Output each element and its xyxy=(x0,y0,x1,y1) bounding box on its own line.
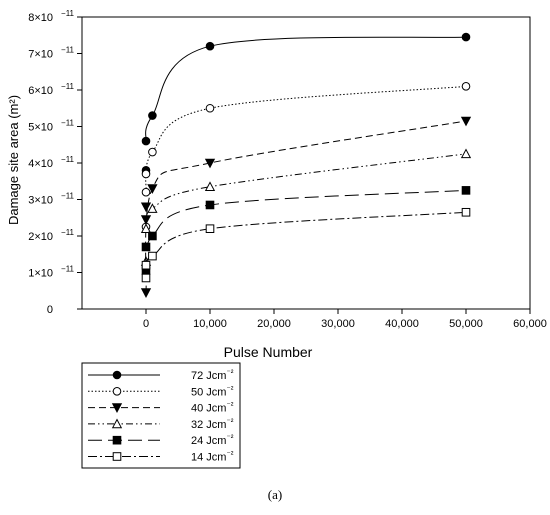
legend-entry: 24 Jcm⁻² xyxy=(88,433,234,447)
y-tick-exponent: −11 xyxy=(61,265,75,274)
data-point xyxy=(461,82,471,91)
series-layer xyxy=(140,32,472,298)
y-axis-label: Damage site area (m²) xyxy=(6,95,21,225)
legend-label: 24 Jcm⁻² xyxy=(191,433,234,447)
y-tick-label: 7×10 xyxy=(28,49,53,61)
data-point xyxy=(147,203,158,213)
series xyxy=(141,207,471,283)
axes xyxy=(77,16,531,314)
data-point xyxy=(148,251,157,261)
legend-label: 32 Jcm⁻² xyxy=(191,417,234,431)
data-point xyxy=(141,260,151,270)
data-point xyxy=(141,273,151,283)
data-point xyxy=(205,103,215,113)
data-point xyxy=(461,207,471,217)
series-line xyxy=(145,36,467,142)
data-point xyxy=(148,147,157,157)
y-tick-exponent: −11 xyxy=(61,155,75,164)
data-point xyxy=(148,231,157,241)
series-line xyxy=(145,189,467,271)
series-line xyxy=(145,153,467,229)
legend-entry: 72 Jcm⁻² xyxy=(88,368,234,382)
legend-label: 14 Jcm⁻² xyxy=(191,450,234,464)
figure-caption: (a) xyxy=(267,487,283,502)
legend-label: 50 Jcm⁻² xyxy=(191,384,234,398)
y-tick-exponent: −11 xyxy=(61,46,75,55)
x-tick-label: 10,000 xyxy=(193,318,227,330)
legend-marker xyxy=(112,370,122,380)
data-point xyxy=(461,186,471,195)
y-tick-exponent: −11 xyxy=(61,9,75,18)
data-point xyxy=(140,202,152,213)
data-point xyxy=(460,148,472,159)
x-axis-label: Pulse Number xyxy=(224,344,313,360)
y-tick-exponent: −11 xyxy=(61,192,75,201)
series xyxy=(140,116,472,298)
data-point xyxy=(141,187,151,197)
legend-label: 72 Jcm⁻² xyxy=(191,368,234,382)
y-tick-label: 6×10 xyxy=(28,85,53,97)
data-point xyxy=(461,32,471,42)
data-point xyxy=(140,215,152,225)
legend-entry: 40 Jcm⁻² xyxy=(88,401,234,415)
series-line xyxy=(145,120,467,293)
series-line xyxy=(145,85,467,193)
x-tick-label: 20,000 xyxy=(257,318,291,330)
data-point xyxy=(140,288,152,298)
y-tick-label: 4×10 xyxy=(28,158,53,170)
data-point xyxy=(205,41,215,51)
data-point xyxy=(204,181,216,192)
tick-labels: 0 10,000 20,000 30,000 40,000 50,000 60,000 0 1×… xyxy=(28,9,547,330)
y-tick-label: 8×10 xyxy=(28,12,53,24)
data-point xyxy=(204,158,216,169)
y-tick-label: 1×10 xyxy=(28,268,53,280)
data-point xyxy=(141,136,151,146)
y-tick-label: 2×10 xyxy=(28,231,53,243)
legend-label: 40 Jcm⁻² xyxy=(191,401,234,415)
data-point xyxy=(147,184,158,194)
data-point xyxy=(141,169,151,179)
y-tick-exponent: −11 xyxy=(61,228,75,237)
legend-box xyxy=(81,362,241,469)
legend-marker xyxy=(112,452,122,461)
legend-entry: 32 Jcm⁻² xyxy=(88,417,234,431)
x-tick-label: 40,000 xyxy=(385,318,419,330)
series xyxy=(141,32,471,175)
legend-marker xyxy=(112,387,122,396)
x-tick-label: 60,000 xyxy=(513,318,547,330)
y-tick-exponent: −11 xyxy=(61,82,75,91)
x-tick-label: 50,000 xyxy=(449,318,483,330)
legend-marker xyxy=(111,403,123,413)
legend-marker xyxy=(111,418,123,429)
series xyxy=(141,186,471,275)
y-tick-label: 5×10 xyxy=(28,122,53,134)
x-tick-label: 0 xyxy=(143,318,149,330)
data-point xyxy=(148,111,157,120)
x-tick-label: 30,000 xyxy=(321,318,355,330)
y-tick-label: 0 xyxy=(47,304,53,316)
data-point xyxy=(205,200,215,210)
series xyxy=(140,148,472,266)
legend: 72 Jcm⁻² 50 Jcm⁻² 40 Jcm⁻² 32 Jcm⁻² 24 Jcm⁻²… xyxy=(81,362,241,469)
data-point xyxy=(460,116,472,127)
y-tick-label: 3×10 xyxy=(28,195,53,207)
legend-entry: 50 Jcm⁻² xyxy=(88,384,234,398)
data-point xyxy=(205,224,215,233)
legend-entry: 14 Jcm⁻² xyxy=(88,450,234,464)
series-line xyxy=(145,211,467,266)
data-point xyxy=(141,242,151,252)
data-point xyxy=(140,223,152,233)
legend-marker xyxy=(112,435,122,445)
y-tick-exponent: −11 xyxy=(61,119,75,128)
